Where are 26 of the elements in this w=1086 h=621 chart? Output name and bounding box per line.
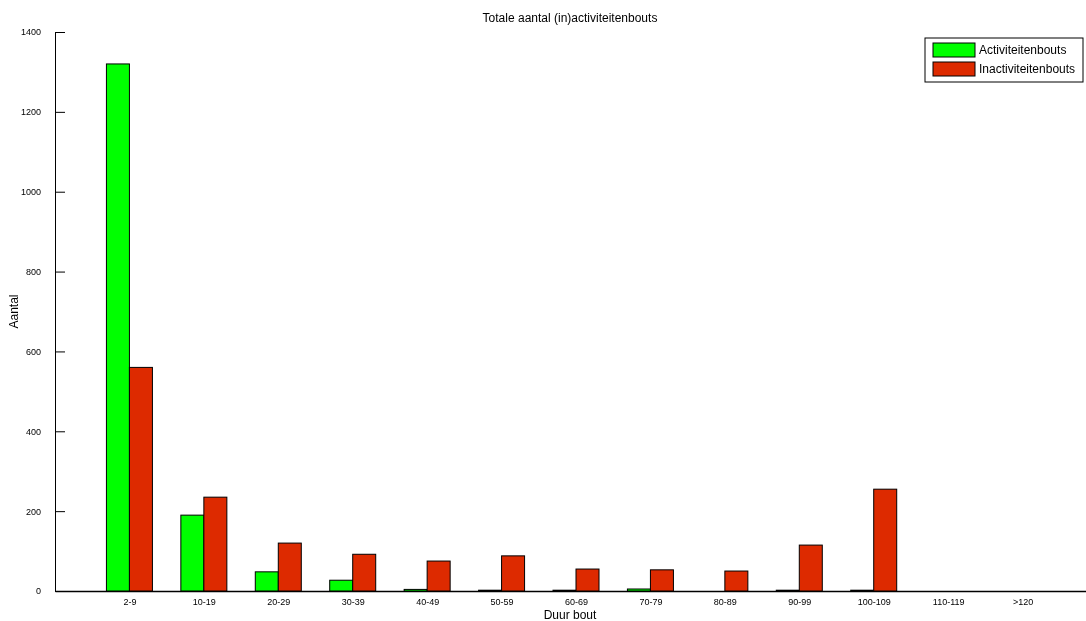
y-tick-label: 200 [25, 506, 41, 517]
y-tick-label: 1400 [20, 27, 41, 38]
x-tick-label: 100-109 [857, 597, 891, 608]
y-tick-label: 600 [25, 346, 41, 357]
legend-label: Activiteitenbouts [979, 43, 1067, 57]
x-tick-label: 10-19 [192, 597, 216, 608]
x-tick-label: 90-99 [788, 597, 812, 608]
y-tick-label: 0 [35, 586, 41, 597]
y-tick-label: 400 [25, 426, 41, 437]
y-tick-label: 1200 [20, 107, 41, 118]
x-tick-label: 20-29 [267, 597, 291, 608]
x-tick-label: 70-79 [639, 597, 663, 608]
x-tick-label: 60-69 [564, 597, 589, 608]
y-tick-label: 1000 [20, 187, 41, 198]
x-tick-label: >120 [1012, 597, 1034, 608]
y-tick-label: 800 [25, 266, 41, 277]
y-axis-title: Aantal [7, 294, 21, 329]
x-tick-label: 110-119 [932, 597, 965, 608]
x-axis-title: Duur bout [543, 608, 598, 621]
x-tick-label: 50-59 [490, 597, 514, 608]
x-tick-label: 80-89 [713, 597, 737, 608]
x-tick-label: 2-9 [123, 597, 137, 608]
x-tick-label: 40-49 [416, 597, 440, 608]
chart-title: Totale aantal (in)activiteitenbouts [482, 11, 658, 25]
x-tick-label: 30-39 [341, 597, 365, 608]
legend-label: Inactiviteitenbouts [979, 62, 1076, 76]
